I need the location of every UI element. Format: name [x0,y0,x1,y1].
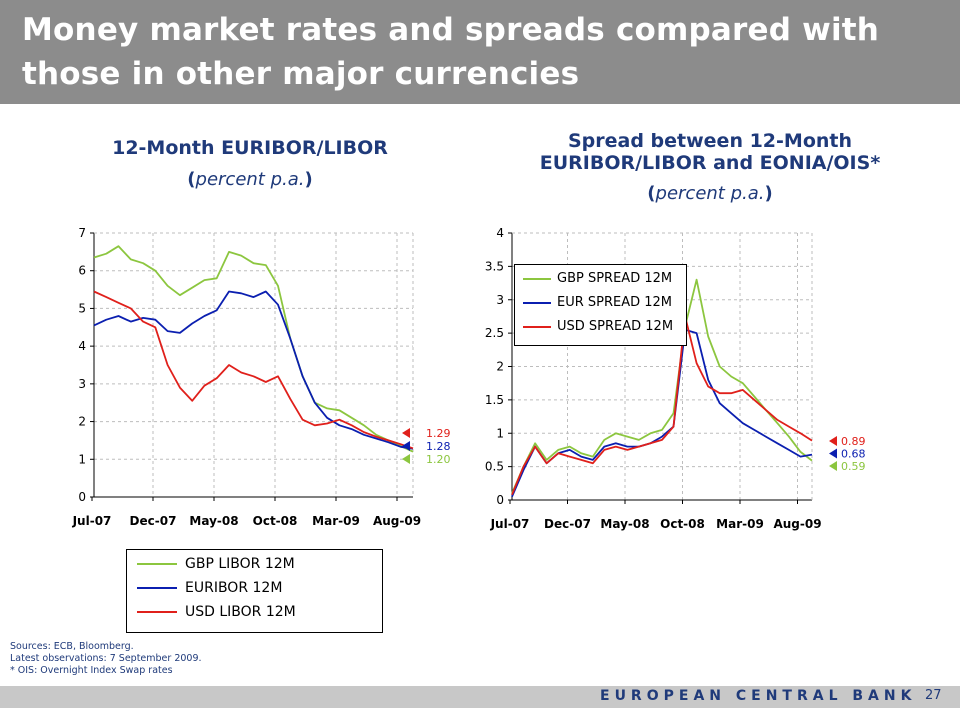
y-tick-label-1-2: 1 [496,426,504,440]
end-label-1-1: 0.68 [841,448,866,461]
right-subtitle-close: ) [764,183,773,204]
left-chart-legend: GBP LIBOR 12M EURIBOR 12M USD LIBOR 12M [126,549,383,633]
legend-label-gbp: GBP LIBOR 12M [185,556,295,572]
footer-bar [0,686,960,708]
footer-bank-name: EUROPEAN CENTRAL BANK [600,688,917,704]
series-line-0-1 [93,290,414,450]
right-subtitle-text: percent p.a. [655,183,765,204]
x-tick-label-1-1: Dec-07 [544,517,591,531]
y-tick-label-0-4: 4 [78,339,86,353]
legend2-label-eur: EUR SPREAD 12M [557,295,673,310]
end-marker-0-0 [402,454,410,464]
legend2-item-eur: EUR SPREAD 12M [523,295,672,310]
x-tick-label-1-3: Oct-08 [660,517,705,531]
x-tick-label-0-1: Dec-07 [130,514,177,528]
legend-swatch-eur [137,587,177,589]
right-chart-title-line2: EURIBOR/LIBOR and EONIA/OIS* [539,152,881,174]
x-tick-label-1-5: Aug-09 [773,517,821,531]
y-tick-label-0-6: 6 [78,264,86,278]
x-tick-label-1-4: Mar-09 [716,517,764,531]
left-chart-title: 12-Month EURIBOR/LIBOR [112,137,388,159]
legend-item-eur: EURIBOR 12M [137,580,282,602]
x-tick-label-0-4: Mar-09 [312,514,360,528]
legend2-label-usd: USD SPREAD 12M [557,319,674,334]
x-tick-label-1-0: Jul-07 [490,517,530,531]
series-line-0-0 [93,245,414,453]
legend2-swatch-usd [523,325,551,328]
y-tick-label-1-5: 2.5 [485,326,504,340]
end-marker-1-2 [829,436,837,446]
y-tick-label-0-7: 7 [78,226,86,240]
y-tick-label-1-7: 3.5 [485,259,504,273]
end-label-1-0: 0.59 [841,460,866,473]
end-label-0-0: 1.20 [426,453,451,466]
end-marker-0-1 [402,441,410,451]
legend-label-eur: EURIBOR 12M [185,580,283,596]
end-marker-1-1 [829,448,837,459]
end-label-1-2: 0.89 [841,435,866,448]
series-line-0-2 [93,290,414,450]
series-line-1-1 [511,328,813,498]
x-tick-label-0-5: Aug-09 [373,514,421,528]
right-chart-subtitle: (percent p.a.) [470,183,950,205]
legend-item-gbp: GBP LIBOR 12M [137,556,295,578]
y-tick-label-1-4: 2 [496,360,504,374]
y-tick-label-1-0: 0 [496,493,504,507]
legend2-item-usd: USD SPREAD 12M [523,319,673,334]
legend2-swatch-eur [523,301,551,304]
left-subtitle-close: ) [304,169,313,190]
slide-title: Money market rates and spreads compared … [22,12,880,92]
legend-swatch-usd [137,611,177,613]
x-tick-label-1-2: May-08 [600,517,649,531]
y-tick-label-0-2: 2 [78,415,86,429]
end-label-0-2: 1.29 [426,427,451,440]
right-chart-title-line1: Spread between 12-Month [567,130,853,152]
page-number: 27 [925,688,942,703]
x-tick-label-0-2: May-08 [189,514,238,528]
y-tick-label-1-6: 3 [496,293,504,307]
right-subtitle-open: ( [647,183,656,204]
y-tick-label-0-3: 3 [78,377,86,391]
left-subtitle-open: ( [187,169,196,190]
legend2-item-gbp: GBP SPREAD 12M [523,271,672,286]
sources-line-3: * OIS: Overnight Index Swap rates [10,665,173,676]
right-chart-legend: GBP SPREAD 12M EUR SPREAD 12M USD SPREAD… [514,264,687,346]
sources-note: Sources: ECB, Bloomberg. Latest observat… [10,641,202,677]
sources-line-1: Sources: ECB, Bloomberg. [10,641,134,652]
y-tick-label-1-3: 1.5 [485,393,504,407]
legend2-label-gbp: GBP SPREAD 12M [557,271,673,286]
legend2-swatch-gbp [523,277,551,280]
y-tick-label-0-1: 1 [78,452,86,466]
y-tick-label-0-0: 0 [78,490,86,504]
series-line-1-2 [511,315,813,496]
left-subtitle-text: percent p.a. [195,169,305,190]
end-marker-0-2 [402,428,410,438]
x-tick-label-0-0: Jul-07 [72,514,112,528]
legend-swatch-gbp [137,563,177,565]
y-tick-label-1-8: 4 [496,226,504,240]
sources-line-2: Latest observations: 7 September 2009. [10,653,202,664]
y-tick-label-1-1: 0.5 [485,460,504,474]
legend-item-usd: USD LIBOR 12M [137,604,296,626]
end-marker-1-0 [829,461,837,471]
left-chart-subtitle: (percent p.a.) [60,169,440,191]
title-bar: Money market rates and spreads compared … [0,0,960,104]
y-tick-label-0-5: 5 [78,301,86,315]
x-tick-label-0-3: Oct-08 [253,514,298,528]
end-label-0-1: 1.28 [426,440,451,453]
legend-label-usd: USD LIBOR 12M [185,604,296,620]
